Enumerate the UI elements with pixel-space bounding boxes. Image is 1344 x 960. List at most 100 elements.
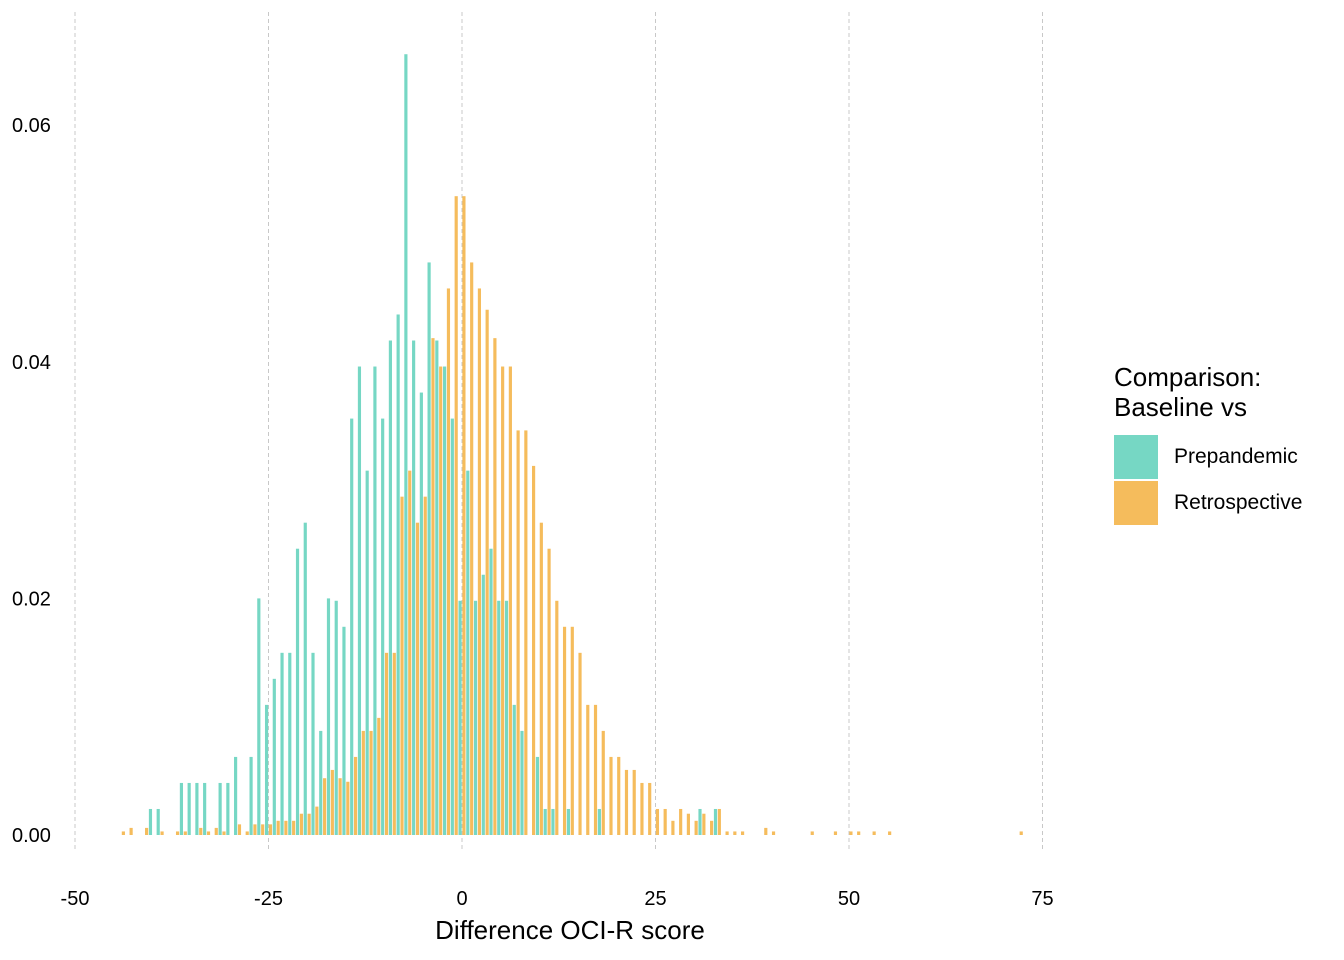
bar-retrospective [493, 338, 497, 835]
bar-retrospective [849, 831, 853, 835]
y-tick-label: 0.00 [12, 825, 51, 847]
bar-prepandemic [373, 366, 377, 835]
bar-retrospective [733, 831, 737, 835]
y-tick-label: 0.02 [12, 588, 51, 610]
bar-retrospective [276, 820, 280, 835]
bar-prepandemic [404, 54, 408, 836]
bar-prepandemic [249, 756, 253, 835]
bar-prepandemic [179, 782, 184, 835]
bar-retrospective [253, 824, 257, 835]
bar-prepandemic [365, 470, 369, 835]
legend-item-prepandemic: Prepandemic [1114, 434, 1334, 480]
bar-retrospective [346, 781, 350, 835]
bar-retrospective [121, 831, 125, 835]
bar-prepandemic [264, 704, 269, 835]
legend-title-line-2: Baseline vs [1114, 392, 1247, 422]
bar-retrospective [686, 813, 690, 835]
bar-prepandemic [319, 730, 323, 835]
bar-retrospective [477, 288, 481, 835]
bar-prepandemic [326, 598, 331, 835]
x-tick-label: 75 [1031, 888, 1053, 910]
x-tick-label: 50 [838, 888, 860, 910]
bar-retrospective [1019, 831, 1023, 835]
legend: Comparison: Baseline vs Prepandemic Retr… [1114, 362, 1334, 526]
bar-retrospective [392, 652, 396, 835]
x-tick-label: -50 [61, 888, 90, 910]
bar-prepandemic [597, 808, 601, 835]
y-axis-ticks: 0.00 0.02 0.04 0.06 [12, 115, 51, 847]
bar-prepandemic [427, 262, 431, 835]
bar-prepandemic [412, 340, 416, 835]
bar-prepandemic [257, 598, 261, 835]
bar-retrospective [593, 704, 598, 835]
bar-retrospective [764, 827, 768, 835]
bar-prepandemic [295, 548, 300, 835]
bar-retrospective [400, 496, 404, 835]
bar-retrospective [810, 831, 814, 835]
bars [121, 54, 1023, 836]
bar-retrospective [717, 808, 721, 835]
bar-retrospective [562, 626, 567, 835]
bar-retrospective [710, 820, 714, 835]
bar-prepandemic [311, 652, 315, 835]
bar-retrospective [315, 806, 319, 835]
bar-retrospective [222, 831, 226, 835]
bar-retrospective [353, 756, 358, 835]
bar-prepandemic [489, 548, 493, 835]
bar-retrospective [462, 196, 466, 835]
bar-retrospective [485, 309, 489, 835]
legend-swatch-prepandemic [1114, 435, 1158, 479]
bar-retrospective [323, 778, 327, 835]
bar-retrospective [415, 522, 420, 835]
grid-lines [74, 12, 1043, 850]
bar-retrospective [338, 778, 342, 835]
legend-label-prepandemic: Prepandemic [1174, 445, 1298, 468]
bar-prepandemic [466, 470, 470, 835]
bar-retrospective [524, 430, 528, 835]
bar-prepandemic [272, 678, 276, 835]
bar-retrospective [214, 827, 218, 835]
bar-prepandemic [713, 808, 718, 835]
bar-retrospective [872, 831, 876, 835]
x-tick-label: -25 [254, 888, 283, 910]
legend-title-line-1: Comparison: [1114, 362, 1262, 392]
bar-retrospective [377, 717, 381, 835]
legend-item-retrospective: Retrospective [1114, 480, 1334, 526]
bar-retrospective [446, 288, 451, 835]
bar-prepandemic [473, 600, 478, 835]
bar-prepandemic [350, 418, 354, 835]
bar-prepandemic [381, 418, 385, 835]
bar-prepandemic [195, 782, 199, 835]
bar-prepandemic [156, 808, 160, 835]
bar-retrospective [679, 808, 683, 835]
bar-retrospective [624, 769, 629, 835]
bar-retrospective [586, 704, 590, 835]
bar-prepandemic [234, 756, 238, 835]
bar-retrospective [516, 430, 520, 835]
bar-retrospective [532, 465, 536, 835]
bar-retrospective [702, 813, 706, 835]
bar-retrospective [501, 366, 505, 835]
bar-retrospective [145, 827, 149, 835]
bar-retrospective [640, 782, 644, 835]
bar-retrospective [307, 813, 311, 835]
bar-retrospective [284, 820, 288, 835]
bar-prepandemic [566, 808, 571, 835]
bar-retrospective [663, 808, 667, 835]
bar-retrospective [369, 730, 373, 835]
bar-prepandemic [396, 314, 400, 836]
bar-prepandemic [504, 600, 509, 835]
bar-prepandemic [203, 782, 207, 835]
bar-retrospective [740, 831, 745, 835]
bar-prepandemic [543, 808, 547, 835]
bar-retrospective [439, 366, 443, 835]
bar-prepandemic [497, 600, 501, 835]
bar-retrospective [833, 831, 838, 835]
x-tick-label: 25 [644, 888, 666, 910]
legend-swatch-retrospective [1114, 481, 1158, 525]
bar-retrospective [237, 824, 242, 835]
bar-retrospective [431, 338, 435, 835]
bar-retrospective [199, 827, 203, 835]
bar-retrospective [609, 756, 613, 835]
bar-retrospective [361, 730, 365, 835]
